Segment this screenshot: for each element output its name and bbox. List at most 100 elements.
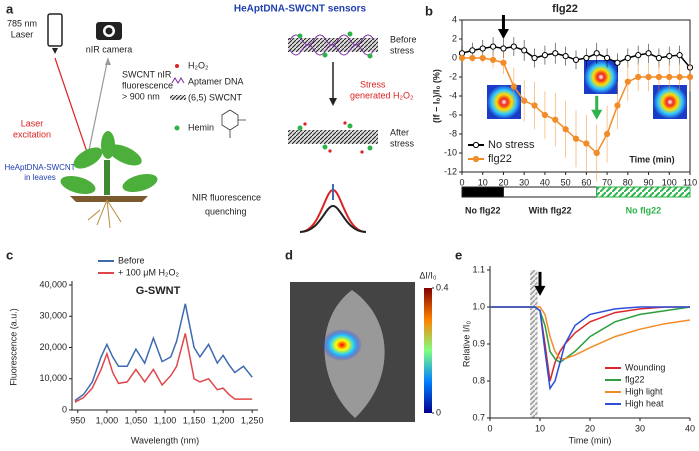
y-tick-label: 0.9 [472,338,485,348]
x-tick-label: 0 [459,177,464,187]
y-tick-label: -12 [444,166,457,176]
treatment-label: With flg22 [529,205,572,215]
data-point [603,130,611,138]
x-tick-label: 20 [498,177,508,187]
y-tick-label: -10 [444,147,457,157]
data-point [531,54,538,62]
data-point [583,54,590,62]
laser-label: 785 nm [7,18,37,28]
y-tick-label: -8 [449,128,457,138]
x-axis-label: Time (min) [569,435,612,445]
data-point [541,52,549,59]
camera-label: nIR camera [86,44,133,54]
series-line [74,333,253,403]
data-point [603,54,611,62]
y-tick-label: 10,000 [39,373,67,383]
colorbar-tick-label: 0.4 [436,282,449,292]
signal-spot [322,329,362,361]
spectrum-after [299,204,367,233]
x-tick-label: 30 [519,177,529,187]
data-point [624,78,631,85]
data-point [593,149,600,157]
y-tick-label: 0 [62,404,67,414]
data-point [562,126,569,133]
data-point [510,43,517,50]
panel-label: d [285,247,293,262]
camera-icon [105,27,113,35]
fluorescence-inset [584,60,618,94]
state-label: stress [390,138,415,148]
legend-label: Aptamer DNA [188,76,244,86]
y-tick-label: 0.8 [472,375,485,385]
laser-icon [47,13,63,47]
x-axis-label: Wavelength (nm) [131,435,199,445]
data-point [676,52,683,59]
emission-beam [87,57,109,156]
y-tick-label: 20,000 [39,342,67,352]
treatment-segment [461,186,504,198]
data-point [479,54,486,62]
laser-icon [52,48,58,54]
x-tick-label: 10 [478,177,488,187]
data-point [676,73,683,81]
data-point [489,43,497,50]
data-point [541,111,549,119]
legend-label: Hemin [188,122,214,132]
data-point [666,53,673,60]
data-point [531,102,538,109]
x-tick-label: 950 [70,415,85,425]
colorbar-label: ΔI/I₀ [419,270,437,280]
panel-label: c [6,247,13,262]
legend-icon [174,125,180,131]
data-point [666,73,673,81]
aptamer [289,44,375,56]
plant-label: HeAptDNA-SWCNT [4,163,75,172]
x-tick-label: 30 [635,423,645,433]
legend-label: flg22 [488,153,512,165]
data-point [645,73,652,81]
plant [60,131,158,229]
y-tick-label: 0.7 [472,412,485,422]
legend-icon [171,77,185,84]
legend-marker [472,155,480,163]
data-point [521,47,528,54]
legend-marker [472,141,480,149]
panel-label: e [455,247,462,262]
setup-diagram: 785 nm Laser nIR camera SWCNT nIR fluore… [4,13,173,229]
data-point [593,50,600,57]
panel-label: a [6,1,14,16]
fluorescence-inset [487,85,521,119]
x-tick-label: 1,100 [154,415,177,425]
data-point [562,53,569,60]
y-axis-label: (If − I₀)/I₀ (%) [431,69,441,123]
y-tick-label: -6 [449,109,457,119]
x-tick-label: 0 [487,423,492,433]
data-point [458,54,466,62]
y-axis-label: Relative I/I₀ [461,321,471,368]
chart-title: flg22 [552,3,578,15]
data-point [686,73,694,81]
data-point [655,73,663,81]
y-tick-label: 4 [452,14,457,24]
x-tick-label: 1,200 [212,415,235,425]
data-point [624,54,631,62]
y-tick-label: 40,000 [39,279,67,289]
y-tick-label: 0 [452,52,457,62]
data-point [614,102,621,109]
excitation-label: Laser [21,118,44,128]
arrow-head [105,58,111,65]
emission-label: > 900 nm [122,91,160,101]
data-point [500,59,507,66]
x-tick-label: 10 [535,423,545,433]
x-tick-label: 1,000 [96,415,119,425]
emission-label: fluorescence [122,80,173,90]
legend-label: flg22 [625,374,645,384]
state-label: Before [390,34,417,44]
y-axis-label: Fluorescence (a.u.) [8,308,18,386]
x-tick-label: 20 [585,423,595,433]
y-tick-label: 2 [452,33,457,43]
treatment-segment [596,186,691,198]
data-point [572,135,580,142]
x-tick-label: 60 [581,177,591,187]
laser-label: Laser [11,29,34,39]
